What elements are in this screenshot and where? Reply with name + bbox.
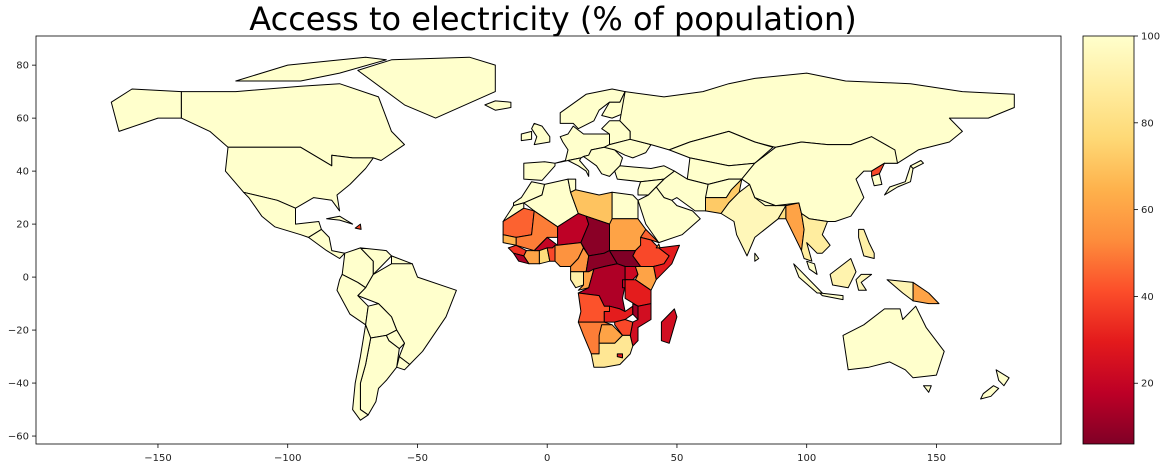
region-iceland: Iceland: 100 [484,100,512,111]
region-sumatra: Sumatra: 98 [793,263,823,294]
region-borneo: Borneo: 92 [829,258,857,289]
region-uruguay: Uruguay: 100 [396,356,411,371]
y-axis: 80 60 40 20 0 −20 −40 −60 [8,61,36,443]
region-indochina: Indochina: 88 [801,213,831,262]
x-axis: −150 −100 −50 0 50 100 150 [144,444,946,464]
x-tick-label: 150 [927,453,946,464]
colorbar-frame [1082,35,1135,445]
region-balkans: Balkans: 100 [583,146,623,177]
chart-title: Access to electricity (% of population) [249,0,856,38]
region-arctic-islands: Arctic Islands: 100 [235,56,387,82]
region-sri-lanka: Sri Lanka: 100 [754,252,760,262]
region-java: Java: 100 [819,292,844,301]
region-malawi: Malawi: 12 [632,303,639,320]
x-tick-label: 50 [671,453,684,464]
region-egypt: Egypt: 100 [611,191,639,220]
region-japan: Japan: 100 [884,165,914,196]
region-mozambique: Mozambique: 24 [629,303,652,347]
x-tick-label: 100 [797,453,816,464]
region-papua-new-guinea: Papua New Guinea: 60 [912,281,940,305]
region-lesotho: Lesotho: 30 [616,353,623,359]
region-kenya: Kenya: 60 [634,266,657,291]
region-uganda: Uganda: 22 [624,266,639,281]
colorbar-tick-label: 40 [1141,292,1154,303]
region-malaysia: Malaysia: 100 [806,260,818,275]
region-british-isles: British Isles: 100 [531,122,551,146]
region-south-africa: South Africa: 85 [590,334,634,368]
region-djibouti: Djibouti: 60 [655,243,661,249]
region-sulawesi: Sulawesi: 95 [855,273,873,291]
colorbar-gradient [1083,36,1134,444]
plot-frame [35,35,1062,445]
region-central-america: Central America: 100 [308,228,346,259]
y-tick-label: 80 [16,61,29,72]
region-alaska: Alaska: 100 [110,88,182,132]
region-cuba: Cuba: 100 [326,215,354,225]
region-arabia: Arabia: 100 [637,186,701,244]
colorbar-tick-label: 80 [1141,118,1154,129]
region-hokkaido: Hokkaido: 100 [910,160,924,169]
y-tick-label: 40 [16,167,29,178]
region-new-zealand-s: New Zealand S: 100 [980,385,1000,400]
y-tick-label: 20 [16,220,29,231]
region-gabon: Gabon: 90 [570,271,584,289]
region-greenland: Greenland: 100 [357,56,496,119]
region-new-zealand-n: New Zealand N: 100 [995,369,1010,387]
region-philippines: Philippines: 90 [858,228,875,259]
region-china-mongolia: China-Mongolia: 100 [741,136,898,222]
region-south-korea: South Korea: 100 [871,173,883,187]
region-australia: Australia: 100 [842,305,945,379]
x-tick-label: −150 [144,453,171,464]
colorbar-tick-label: 20 [1141,379,1154,390]
y-tick-label: 60 [16,114,29,125]
colorbar-tick-label: 100 [1141,32,1160,43]
y-tick-label: −40 [8,379,29,390]
y-tick-label: 0 [23,273,29,284]
region-chile: Chile: 100 [352,324,372,421]
colorbar-ticks: 100 80 60 40 20 [1134,32,1160,390]
x-tick-label: −100 [274,453,301,464]
y-tick-label: −20 [8,326,29,337]
region-venezuela: Venezuela: 100 [359,247,392,275]
colorbar: 100 80 60 40 20 [1082,32,1160,445]
map-layer: Canada: 100Arctic Islands: 100Alaska: 10… [110,56,1015,421]
region-madagascar: Madagascar: 24 [660,308,678,344]
y-tick-label: −60 [8,432,29,443]
colorbar-tick-label: 60 [1141,205,1154,216]
region-haiti: Haiti: 40 [354,223,362,230]
region-ireland: Ireland: 100 [520,130,533,142]
x-tick-label: −50 [407,453,428,464]
region-mauritania: Mauritania: 45 [502,207,535,238]
region-new-guinea: New Guinea: 93 [886,279,914,302]
region-italy: Italy: 100 [567,157,590,177]
x-tick-label: 0 [544,453,550,464]
region-tasmania: Tasmania: 100 [923,385,932,393]
